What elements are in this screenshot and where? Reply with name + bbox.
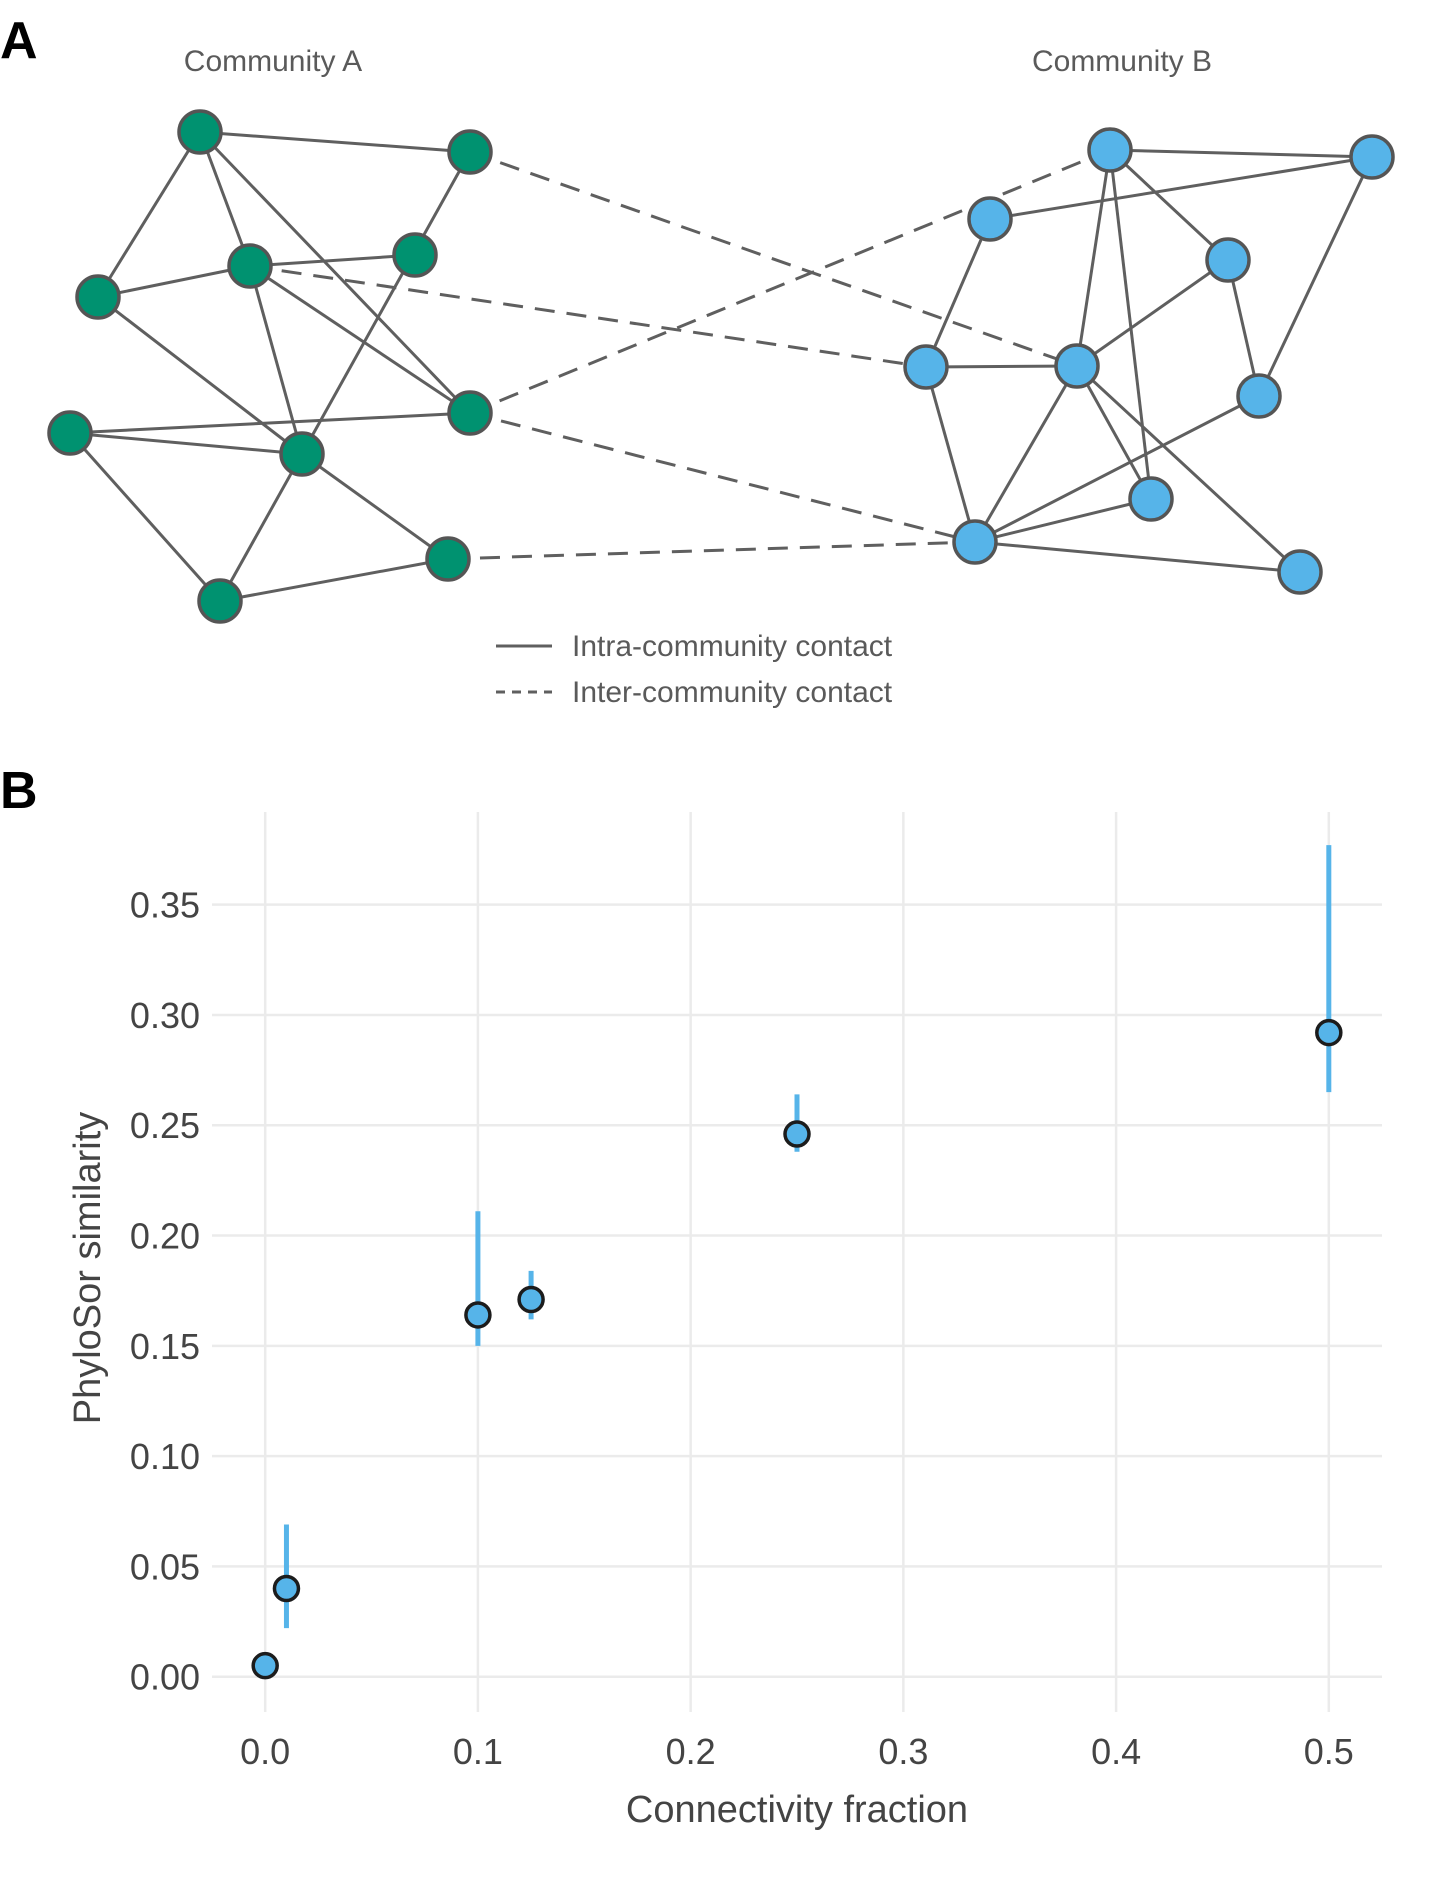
community-a-node [447,390,493,436]
data-point [251,1651,279,1680]
community-a-node [75,274,121,320]
y-tick-label: 0.25 [130,1105,200,1146]
x-tick-label: 0.3 [878,1731,928,1772]
intra-edge [924,366,977,543]
community-b-node [1236,373,1282,419]
inter-edge [447,540,976,561]
x-tick-label: 0.2 [666,1731,716,1772]
inter-edge [469,150,1078,368]
community-b-node [967,196,1013,242]
intra-edge [218,453,304,602]
intra-edge [199,130,471,154]
community-b-title: Community B [1032,45,1212,78]
contact-legend: Intra-community contact Inter-community … [496,630,893,709]
intra-edge [1109,148,1373,159]
community-a-node [392,232,438,278]
intra-edge [1075,365,1153,500]
panel-b: B 0.0 0.1 0.2 0.3 0.4 0.5 0.00 0.05 0.10 0.15 0.20… [0,762,1382,1831]
y-tick-label: 0.35 [130,885,200,926]
intra-edge [973,365,1079,543]
data-point [783,1120,811,1148]
intra-edge [1076,258,1229,368]
inter-edge [249,264,927,369]
community-a-node [279,431,325,477]
community-a-node [447,129,493,175]
community-b-node [1128,476,1174,522]
intra-edge [974,497,1152,544]
x-tick-label: 0.5 [1304,1731,1354,1772]
inter-edge [469,148,1111,415]
data-point [1315,1018,1343,1047]
intra-edge [198,130,472,415]
intra-edge [69,431,303,456]
data-point [272,1574,301,1603]
community-b-node [1087,127,1133,173]
community-a-node [197,578,243,624]
y-tick-label: 0.15 [130,1326,200,1367]
intra-edge [97,295,303,456]
x-tick-label: 0.1 [453,1731,503,1772]
intra-edge [924,218,992,368]
community-b-node [1349,134,1395,180]
y-tick-label: 0.20 [130,1216,200,1257]
intra-edge [301,452,449,561]
intra-edge [1075,364,1302,574]
y-tick-label: 0.10 [130,1436,200,1477]
community-b-node [1054,343,1100,389]
intra-edge [1226,259,1261,397]
data-point [517,1285,545,1314]
inter-legend-label: Inter-community contact [572,676,893,709]
y-tick-label: 0.00 [130,1657,200,1698]
community-a-node [425,536,471,582]
intra-edge [69,411,471,435]
x-tick-label: 0.4 [1091,1731,1141,1772]
intra-edge [249,264,471,415]
intra-legend-label: Intra-community contact [572,630,893,663]
community-a-node [227,243,273,289]
similarity-plot: 0.0 0.1 0.2 0.3 0.4 0.5 0.00 0.05 0.10 0.15 0.20 0.… [130,812,1382,1772]
intra-edge [96,131,202,298]
community-a-node [47,410,93,456]
y-tick-label: 0.30 [130,995,200,1036]
intra-edge [974,394,1260,544]
intra-edge [97,264,251,299]
x-axis-title: Connectivity fraction [626,1789,968,1831]
community-a-node [177,109,223,155]
contact-network [47,109,1395,624]
panel-a: A Community A Community B Intra-communit… [0,12,1395,709]
intra-edge [989,155,1373,221]
intra-edge [198,131,252,267]
community-b-node [903,344,949,390]
intra-edge [300,151,472,455]
community-b-node [1205,237,1251,283]
data-point [464,1301,492,1329]
intra-edge [68,432,222,602]
panel-a-letter: A [0,12,38,70]
x-tick-label: 0.0 [240,1731,290,1772]
inter-edge [469,411,976,544]
intra-edge [1257,156,1374,397]
intra-edge [974,540,1301,574]
intra-edge [249,253,416,268]
community-b-node [1277,549,1323,595]
intra-edge [925,364,1078,369]
community-a-title: Community A [184,45,362,78]
community-b-node [952,519,998,565]
intra-edge [1108,149,1153,500]
y-tick-label: 0.05 [130,1546,200,1587]
intra-edge [219,557,449,603]
y-axis-title: PhyloSor similarity [67,1112,109,1425]
panel-b-letter: B [0,762,38,820]
intra-edge [1075,149,1112,367]
intra-edge [1108,148,1230,262]
